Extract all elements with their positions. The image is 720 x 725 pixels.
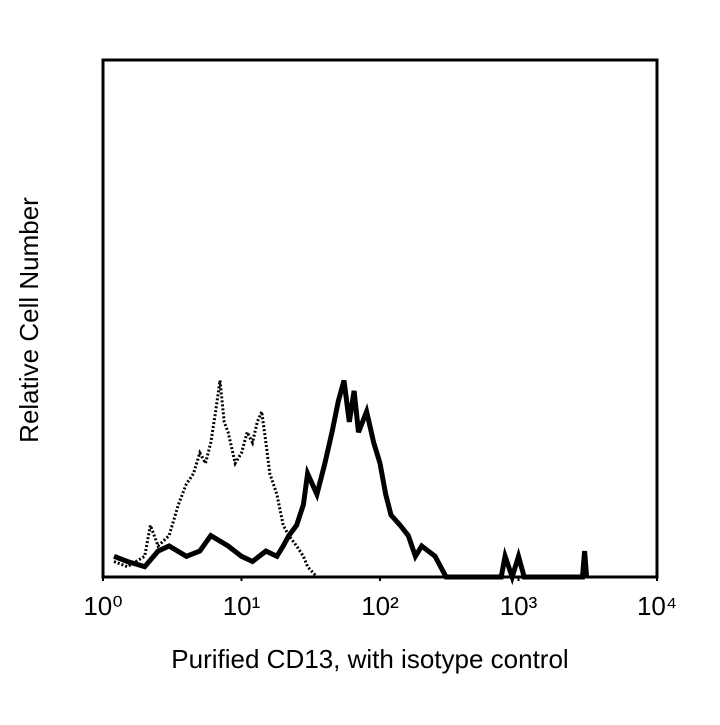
histogram-line bbox=[113, 379, 590, 586]
x-tick-label: 10⁴ bbox=[637, 591, 677, 621]
x-tick-label: 10² bbox=[361, 591, 399, 621]
x-axis-title: Purified CD13, with isotype control bbox=[171, 644, 568, 674]
histogram-line bbox=[113, 380, 319, 579]
x-tick-label: 10³ bbox=[500, 591, 538, 621]
plot-frame bbox=[101, 58, 659, 579]
x-tick-label: 10¹ bbox=[223, 591, 261, 621]
y-axis-title: Relative Cell Number bbox=[14, 197, 44, 443]
x-tick-label: 10⁰ bbox=[83, 591, 122, 621]
